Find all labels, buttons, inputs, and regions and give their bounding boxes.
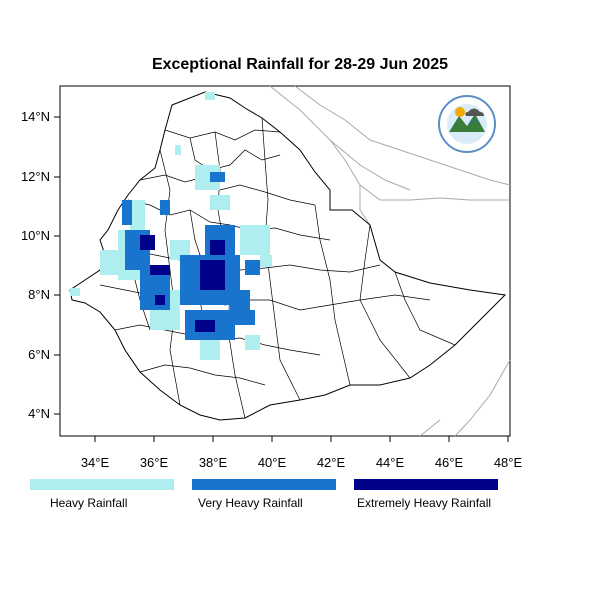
legend-swatch-very-heavy <box>192 479 336 490</box>
lat-tick-label: 10°N <box>20 228 50 243</box>
ethiopian-meteorology-institute-logo <box>438 95 496 153</box>
lat-tick-label: 6°N <box>28 347 50 362</box>
lon-tick-label: 44°E <box>375 455 405 470</box>
lat-tick-label: 12°N <box>20 169 50 184</box>
country-outline <box>69 91 507 421</box>
legend-swatch-heavy <box>30 479 174 490</box>
neighbor-boundaries <box>269 85 511 437</box>
legend-label-heavy: Heavy Rainfall <box>50 496 128 510</box>
lon-tick-label: 42°E <box>316 455 346 470</box>
lat-tick-label: 8°N <box>28 287 50 302</box>
extremely-heavy-rainfall-areas <box>140 235 225 332</box>
axis-ticks <box>54 116 509 442</box>
lon-tick-label: 38°E <box>198 455 228 470</box>
legend-swatch-extremely-heavy <box>354 479 498 490</box>
legend-label-very-heavy: Very Heavy Rainfall <box>198 496 303 510</box>
legend-label-extremely-heavy: Extremely Heavy Rainfall <box>357 496 492 510</box>
map-title: Exceptional Rainfall for 28-29 Jun 2025 <box>151 56 449 73</box>
lon-tick-label: 36°E <box>139 455 169 470</box>
lon-tick-label: 34°E <box>80 455 110 470</box>
lon-tick-label: 48°E <box>493 455 523 470</box>
lat-tick-label: 14°N <box>20 109 50 124</box>
lon-tick-label: 40°E <box>257 455 287 470</box>
lat-tick-label: 4°N <box>28 406 50 421</box>
lon-tick-label: 46°E <box>434 455 464 470</box>
